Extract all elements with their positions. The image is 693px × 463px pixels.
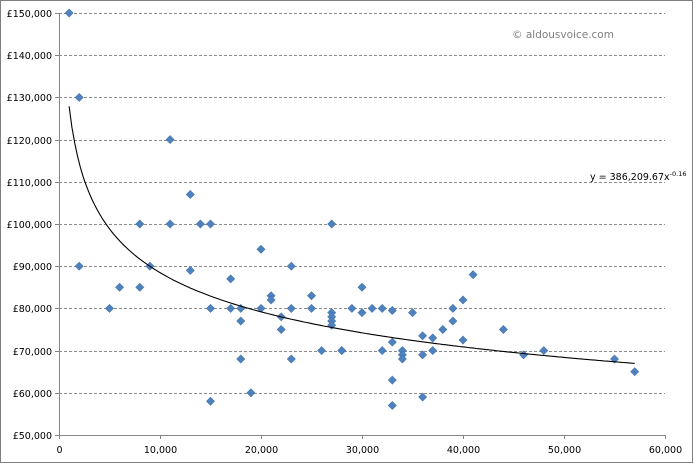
data-point-marker: [104, 303, 115, 313]
data-point-marker: [407, 308, 418, 318]
power-trendline: [68, 106, 635, 364]
gridlines: [59, 13, 665, 394]
watermark-text: © aldousvoice.com: [512, 29, 614, 41]
y-tick-label: £60,000: [13, 389, 52, 400]
data-point-marker: [205, 396, 216, 406]
axes: [55, 13, 666, 439]
y-tick-label: £80,000: [13, 304, 52, 315]
x-tick-label: 60,000: [649, 445, 682, 456]
data-point-marker: [195, 219, 205, 229]
data-point-marker: [347, 303, 357, 313]
data-point-marker: [236, 354, 246, 364]
data-point-marker: [418, 350, 428, 360]
x-tick-label: 50,000: [548, 445, 581, 456]
equation-text: y = 386,209.67x: [590, 172, 670, 183]
data-point-marker: [246, 388, 256, 398]
data-point-marker: [135, 219, 145, 229]
data-points: [64, 8, 640, 411]
data-point-marker: [458, 335, 468, 345]
data-point-marker: [317, 346, 327, 356]
data-point-marker: [74, 261, 84, 271]
data-point-marker: [226, 303, 236, 313]
data-point-marker: [438, 324, 448, 335]
x-tick-label: 10,000: [144, 445, 177, 456]
data-point-marker: [256, 244, 266, 254]
data-point-marker: [266, 295, 276, 305]
data-point-marker: [387, 305, 397, 316]
data-point-marker: [377, 303, 387, 313]
data-point-marker: [306, 291, 317, 301]
data-point-marker: [357, 308, 367, 318]
data-point-marker: [387, 337, 397, 347]
y-tick-label: £70,000: [13, 347, 52, 358]
y-tick-label: £150,000: [7, 9, 52, 20]
data-point-marker: [458, 295, 468, 305]
data-point-marker: [205, 303, 216, 313]
data-point-marker: [448, 316, 458, 326]
data-point-marker: [367, 303, 377, 313]
data-point-marker: [498, 324, 508, 335]
data-point-marker: [286, 303, 296, 313]
data-point-marker: [428, 333, 438, 343]
x-tick-label: 0: [56, 445, 62, 456]
data-point-marker: [226, 274, 236, 284]
y-tick-label: £100,000: [7, 220, 52, 231]
y-tick-label: £50,000: [13, 431, 52, 442]
trendline-equation: y = 386,209.67x-0.16: [590, 170, 686, 183]
data-point-marker: [165, 135, 175, 145]
data-point-marker: [418, 392, 428, 402]
data-point-marker: [327, 219, 337, 229]
y-tick-label: £120,000: [7, 136, 52, 147]
y-tick-label: £90,000: [13, 262, 52, 273]
data-point-marker: [286, 354, 296, 364]
data-point-marker: [337, 346, 347, 356]
data-point-marker: [397, 354, 407, 364]
y-tick-label: £140,000: [7, 51, 52, 62]
data-point-marker: [286, 261, 296, 271]
data-point-marker: [377, 346, 387, 356]
data-point-marker: [357, 282, 367, 292]
data-point-marker: [115, 282, 125, 292]
data-point-marker: [185, 189, 195, 200]
data-point-marker: [74, 92, 84, 102]
y-tick-label: £130,000: [7, 93, 52, 104]
y-axis-tick-labels: £50,000 £60,000 £70,000 £80,000 £90,000 £100,…: [7, 9, 52, 442]
data-point-marker: [630, 367, 640, 377]
equation-exponent: -0.16: [670, 170, 687, 178]
data-point-marker: [418, 331, 428, 341]
x-tick-label: 40,000: [447, 445, 480, 456]
data-point-marker: [448, 303, 458, 313]
data-point-marker: [306, 303, 317, 313]
x-axis-tick-labels: 0 10,000 20,000 30,000 40,000 50,000 60,000: [56, 445, 682, 456]
data-point-marker: [64, 8, 74, 18]
x-tick-label: 30,000: [346, 445, 379, 456]
data-point-marker: [276, 324, 286, 335]
y-tick-label: £110,000: [7, 178, 52, 189]
data-point-marker: [256, 303, 266, 313]
data-point-marker: [387, 400, 397, 411]
data-point-marker: [428, 346, 438, 356]
data-point-marker: [539, 346, 549, 356]
data-point-marker: [387, 375, 397, 385]
x-tick-label: 20,000: [245, 445, 278, 456]
data-point-marker: [236, 316, 246, 326]
data-point-marker: [165, 219, 175, 229]
data-point-marker: [135, 282, 145, 292]
data-point-marker: [468, 270, 478, 280]
data-point-marker: [205, 219, 216, 229]
data-point-marker: [185, 265, 195, 275]
